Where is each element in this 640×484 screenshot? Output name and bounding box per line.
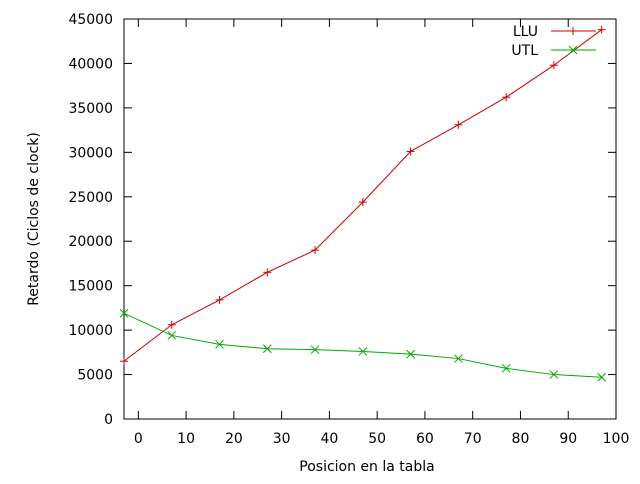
data-point-llu — [215, 295, 224, 304]
data-point-llu — [311, 246, 320, 255]
data-point-llu — [502, 93, 511, 102]
data-point-llu — [597, 25, 606, 34]
x-axis-label: Posicion en la tabla — [299, 459, 434, 475]
legend-marker-utl — [568, 45, 578, 55]
data-point-llu — [406, 147, 415, 156]
x-tick-label: 20 — [225, 431, 243, 447]
data-point-utl — [406, 349, 415, 359]
x-tick-label: 80 — [512, 431, 530, 447]
x-tick-label: 0 — [134, 431, 143, 447]
x-tick-label: 90 — [559, 431, 577, 447]
data-point-utl — [262, 344, 272, 354]
y-tick-label: 0 — [104, 412, 113, 428]
x-tick-label: 30 — [273, 431, 291, 447]
legend-label-llu: LLU — [513, 24, 538, 40]
data-point-utl — [597, 372, 607, 382]
y-tick-label: 10000 — [68, 323, 113, 339]
data-point-utl — [454, 354, 463, 363]
y-tick-label: 35000 — [68, 101, 113, 117]
x-tick-label: 60 — [416, 431, 434, 447]
data-point-utl — [119, 308, 129, 318]
plot-area-border — [123, 18, 617, 420]
data-point-llu — [358, 198, 367, 207]
x-tick-label: 100 — [603, 431, 630, 447]
data-point-utl — [167, 331, 177, 340]
data-point-utl — [501, 363, 511, 373]
data-point-utl — [310, 345, 320, 355]
y-axis-label: Retardo (Ciclos de clock) — [26, 132, 42, 306]
data-point-llu — [120, 357, 128, 366]
y-tick-label: 15000 — [68, 279, 113, 295]
y-tick-label: 5000 — [77, 368, 113, 384]
y-tick-label: 25000 — [68, 190, 113, 206]
series-line-utl — [123, 312, 602, 378]
y-tick-label: 20000 — [68, 234, 113, 250]
data-point-llu — [263, 268, 272, 277]
legend-label-utl: UTL — [511, 43, 538, 59]
data-point-utl — [215, 339, 224, 349]
y-tick-label: 45000 — [68, 12, 113, 28]
data-point-llu — [454, 120, 463, 129]
legend-marker-llu — [569, 27, 577, 35]
x-tick-label: 40 — [320, 431, 338, 447]
y-tick-label: 40000 — [68, 56, 113, 72]
data-point-utl — [549, 370, 559, 379]
x-tick-label: 70 — [464, 431, 482, 447]
y-tick-label: 30000 — [68, 145, 113, 161]
data-point-utl — [358, 347, 368, 356]
series-line-llu — [123, 29, 602, 362]
x-tick-label: 10 — [177, 431, 195, 447]
data-point-llu — [167, 320, 176, 329]
x-tick-label: 50 — [368, 431, 386, 447]
data-point-llu — [549, 61, 558, 70]
